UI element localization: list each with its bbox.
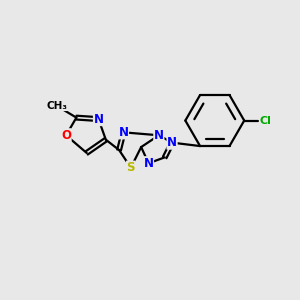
Text: N: N [143, 157, 154, 170]
Text: N: N [167, 136, 177, 149]
Text: CH₃: CH₃ [47, 101, 68, 111]
Text: Cl: Cl [260, 116, 272, 126]
Text: S: S [127, 161, 135, 174]
Text: O: O [61, 129, 71, 142]
Text: N: N [118, 126, 128, 139]
Text: N: N [94, 112, 103, 126]
Text: N: N [154, 129, 164, 142]
